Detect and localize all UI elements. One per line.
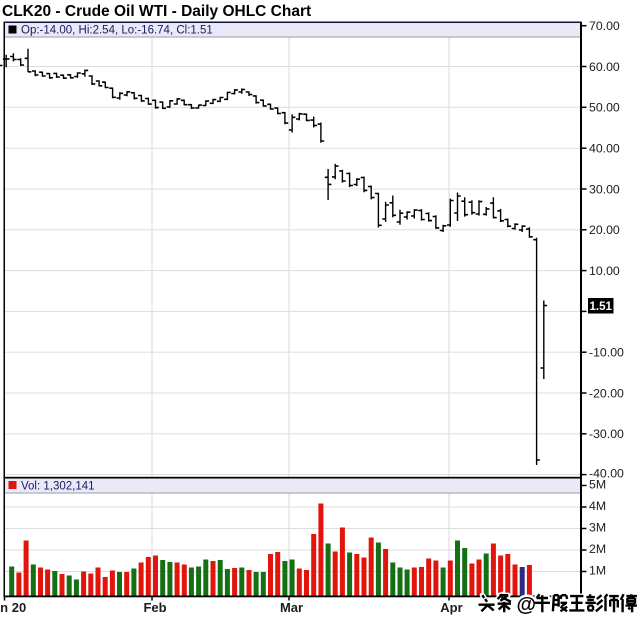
svg-text:4M: 4M <box>589 499 606 513</box>
svg-text:-10.00: -10.00 <box>589 346 624 360</box>
svg-text:Apr: Apr <box>440 600 462 615</box>
svg-text:Vol: 1,302,141: Vol: 1,302,141 <box>21 481 95 493</box>
svg-text:40.00: 40.00 <box>589 142 620 156</box>
svg-text:-30.00: -30.00 <box>589 427 624 441</box>
svg-text:50.00: 50.00 <box>589 101 620 115</box>
svg-text:Feb: Feb <box>143 600 166 615</box>
svg-text:20.00: 20.00 <box>589 223 620 237</box>
svg-text:70.00: 70.00 <box>589 19 620 33</box>
svg-text:-20.00: -20.00 <box>589 386 624 400</box>
svg-text:CLK20 - Crude Oil WTI - Daily: CLK20 - Crude Oil WTI - Daily OHLC Chart <box>2 3 311 20</box>
svg-text:5M: 5M <box>589 477 606 491</box>
svg-text:-40.00: -40.00 <box>589 466 624 480</box>
svg-text:30.00: 30.00 <box>589 182 620 196</box>
svg-text:10.00: 10.00 <box>589 264 620 278</box>
svg-text:2M: 2M <box>589 542 606 556</box>
svg-text:Op:-14.00, Hi:2.54, Lo:-16.74,: Op:-14.00, Hi:2.54, Lo:-16.74, Cl:1.51 <box>21 25 213 37</box>
svg-text:3M: 3M <box>589 520 606 534</box>
svg-text:Mar: Mar <box>280 600 303 615</box>
svg-text:@: @ <box>517 594 537 616</box>
svg-text:1.51: 1.51 <box>590 301 613 313</box>
svg-text:60.00: 60.00 <box>589 60 620 74</box>
svg-text:@: @ <box>517 594 537 616</box>
svg-text:Jan 20: Jan 20 <box>0 600 26 615</box>
svg-text:1M: 1M <box>589 563 606 577</box>
